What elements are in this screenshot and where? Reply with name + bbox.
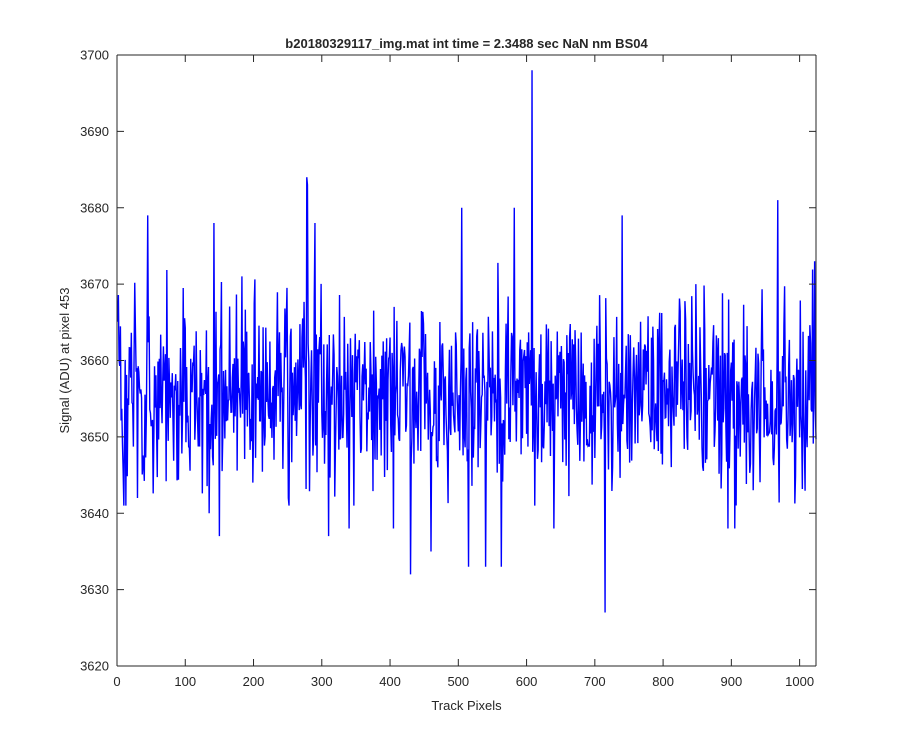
data-layer [116, 70, 817, 613]
y-axis-title: Signal (ADU) at pixel 453 [57, 288, 72, 434]
y-tick-label: 3660 [80, 353, 109, 368]
x-tick-label: 900 [721, 674, 743, 689]
x-tick-label: 200 [243, 674, 265, 689]
x-axis-title: Track Pixels [431, 698, 502, 713]
y-tick-label: 3620 [80, 659, 109, 674]
x-tick-label: 100 [174, 674, 196, 689]
x-tick-label: 700 [584, 674, 606, 689]
x-tick-label: 800 [652, 674, 674, 689]
y-tick-label: 3680 [80, 200, 109, 215]
chart-title: b20180329117_img.mat int time = 2.3488 s… [285, 36, 648, 51]
x-tick-label: 300 [311, 674, 333, 689]
ticks-layer: 0 100 200 300 400 500 600 700 800 900 1000 3620 3630… [80, 48, 816, 689]
series-line-0 [116, 70, 817, 613]
x-tick-label: 500 [447, 674, 469, 689]
y-tick-label: 3670 [80, 277, 109, 292]
x-tick-label: 400 [379, 674, 401, 689]
x-tick-label: 0 [113, 674, 120, 689]
x-tick-label: 1000 [785, 674, 814, 689]
y-tick-label: 3630 [80, 582, 109, 597]
y-tick-label: 3650 [80, 429, 109, 444]
y-tick-label: 3690 [80, 124, 109, 139]
y-tick-label: 3640 [80, 506, 109, 521]
y-tick-label: 3700 [80, 48, 109, 63]
x-tick-label: 600 [516, 674, 538, 689]
